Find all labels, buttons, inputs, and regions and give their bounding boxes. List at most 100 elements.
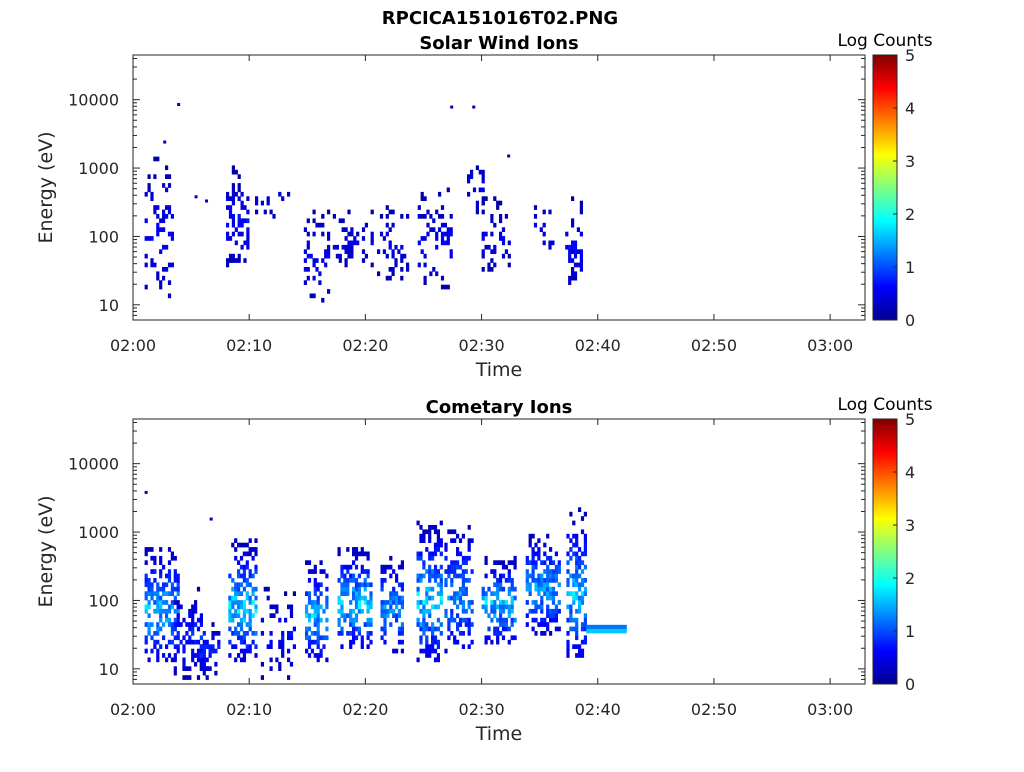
heatmap-cell <box>572 626 576 632</box>
heatmap-cell <box>481 200 485 206</box>
heatmap-cell <box>453 573 457 579</box>
heatmap-cell <box>566 591 570 596</box>
heatmap-cell <box>400 214 404 219</box>
heatmap-cell <box>580 529 585 535</box>
heatmap-cell <box>420 249 424 254</box>
heatmap-cell <box>366 555 370 561</box>
heatmap-cell <box>534 578 538 583</box>
heatmap-cell <box>557 608 561 614</box>
heatmap-cell <box>242 573 246 579</box>
heatmap-cell <box>167 293 172 299</box>
heatmap-cell <box>194 604 198 610</box>
heatmap-cell <box>208 666 212 671</box>
heatmap-cell <box>569 608 573 614</box>
heatmap-cell <box>347 249 351 254</box>
heatmap-cell <box>472 105 476 109</box>
heatmap-cell <box>453 617 457 623</box>
heatmap-cell <box>572 573 576 579</box>
heatmap-cell <box>327 249 331 254</box>
heatmap-cell <box>458 631 463 636</box>
heatmap-cell <box>349 639 353 645</box>
heatmap-cell <box>380 578 384 583</box>
heatmap-cell <box>426 231 430 237</box>
heatmap-cell <box>234 600 238 605</box>
heatmap-cell <box>569 573 573 579</box>
heatmap-cell <box>234 258 238 263</box>
heatmap-cell <box>580 560 585 565</box>
heatmap-cell <box>318 280 322 285</box>
colorbar-tick-label: 0 <box>905 311 915 330</box>
heatmap-cell <box>234 591 238 596</box>
heatmap-cell <box>278 661 282 667</box>
heatmap-cell <box>549 569 553 574</box>
heatmap-cell <box>194 661 198 667</box>
heatmap-cell <box>575 542 579 548</box>
heatmap-cell <box>566 604 570 610</box>
heatmap-cell <box>344 262 348 268</box>
heatmap-cell <box>554 591 558 596</box>
heatmap-cell <box>540 586 544 592</box>
plot-area <box>133 55 865 320</box>
heatmap-cell <box>366 644 370 649</box>
heatmap-cell <box>202 644 206 649</box>
heatmap-cell <box>432 218 436 224</box>
heatmap-cell <box>431 631 435 636</box>
heatmap-cell <box>484 560 488 565</box>
heatmap-cell <box>432 267 436 272</box>
heatmap-cell <box>568 258 572 263</box>
heatmap-cell <box>456 595 460 601</box>
heatmap-cell <box>510 617 514 623</box>
heatmap-cell <box>162 564 166 570</box>
heatmap-cell <box>340 631 344 636</box>
heatmap-cell <box>450 617 454 623</box>
heatmap-cell <box>440 236 445 241</box>
heatmap-cell <box>496 578 500 583</box>
heatmap-cell <box>510 622 514 627</box>
heatmap-cell <box>573 240 578 246</box>
heatmap-cell <box>580 626 585 632</box>
heatmap-cell <box>170 582 174 588</box>
heatmap-cell <box>199 622 203 627</box>
heatmap-cell <box>400 586 404 592</box>
heatmap-cell <box>337 631 341 636</box>
heatmap-cell <box>571 218 575 224</box>
heatmap-cell <box>447 622 451 627</box>
heatmap-cell <box>344 227 348 232</box>
heatmap-cell <box>356 240 360 246</box>
heatmap-cell <box>583 635 587 641</box>
colorbar-gradient <box>872 54 898 321</box>
heatmap-cell <box>450 631 454 636</box>
heatmap-cell <box>513 555 517 561</box>
heatmap-cell <box>507 573 511 579</box>
heatmap-cell <box>423 262 427 268</box>
heatmap-cell <box>363 586 367 592</box>
heatmap-cell <box>156 600 160 605</box>
heatmap-cell <box>337 551 341 557</box>
heatmap-cell <box>490 249 494 254</box>
heatmap-cell <box>147 578 151 583</box>
heatmap-cell <box>366 573 370 579</box>
heatmap-cell <box>537 591 541 596</box>
heatmap-cell <box>383 569 387 574</box>
heatmap-cell <box>534 564 538 570</box>
heatmap-cell <box>499 236 503 241</box>
heatmap-cell <box>147 582 151 588</box>
heatmap-cell <box>144 573 148 579</box>
heatmap-cell <box>353 236 357 241</box>
heatmap-cell <box>243 205 247 210</box>
heatmap-cell <box>325 595 329 601</box>
heatmap-cell <box>449 249 453 254</box>
heatmap-cell <box>159 555 163 561</box>
heatmap-cell <box>572 600 576 605</box>
heatmap-cell <box>422 573 426 579</box>
heatmap-cell <box>307 613 312 618</box>
heatmap-cell <box>191 653 195 658</box>
x-axis-label: Time <box>475 359 523 381</box>
heatmap-cell <box>391 249 395 254</box>
heatmap-cell <box>162 635 166 641</box>
heatmap-cell <box>566 648 570 654</box>
heatmap-cell <box>176 608 180 614</box>
heatmap-cell <box>540 600 544 605</box>
heatmap-cell <box>366 617 370 623</box>
